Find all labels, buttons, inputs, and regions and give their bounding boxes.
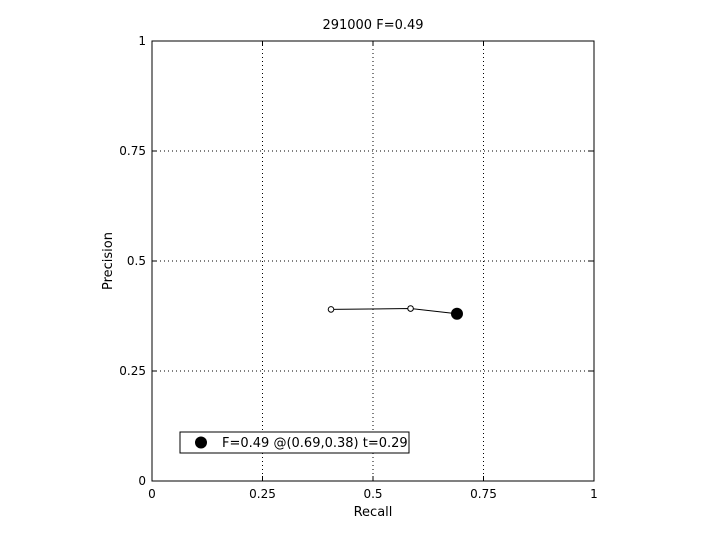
data-point [327, 306, 335, 313]
best-f-point [450, 307, 463, 320]
data-series [327, 305, 463, 320]
x-tick-label: 0 [148, 487, 156, 501]
y-tick-label: 0.5 [127, 254, 146, 268]
x-tick-label: 0.25 [249, 487, 276, 501]
chart-title: 291000 F=0.49 [322, 18, 423, 33]
legend: F=0.49 @(0.69,0.38) t=0.29 [179, 431, 410, 454]
y-tick-label: 1 [138, 34, 146, 48]
axis-ticks: 0 0.25 0.5 0.75 1 0 0.25 0.5 0.75 1 [119, 34, 598, 501]
y-tick-label: 0.75 [119, 144, 146, 158]
y-axis-label: Precision [101, 232, 116, 290]
data-point [407, 305, 414, 312]
y-tick-label: 0 [138, 474, 146, 488]
y-tick-label: 0.25 [119, 364, 146, 378]
x-tick-label: 0.5 [363, 487, 382, 501]
x-tick-label: 1 [590, 487, 598, 501]
legend-text: F=0.49 @(0.69,0.38) t=0.29 [222, 436, 408, 451]
legend-marker [195, 436, 207, 449]
legend-box [179, 431, 410, 454]
grid-lines [152, 41, 594, 481]
x-axis-label: Recall [354, 505, 393, 520]
x-tick-label: 0.75 [470, 487, 497, 501]
